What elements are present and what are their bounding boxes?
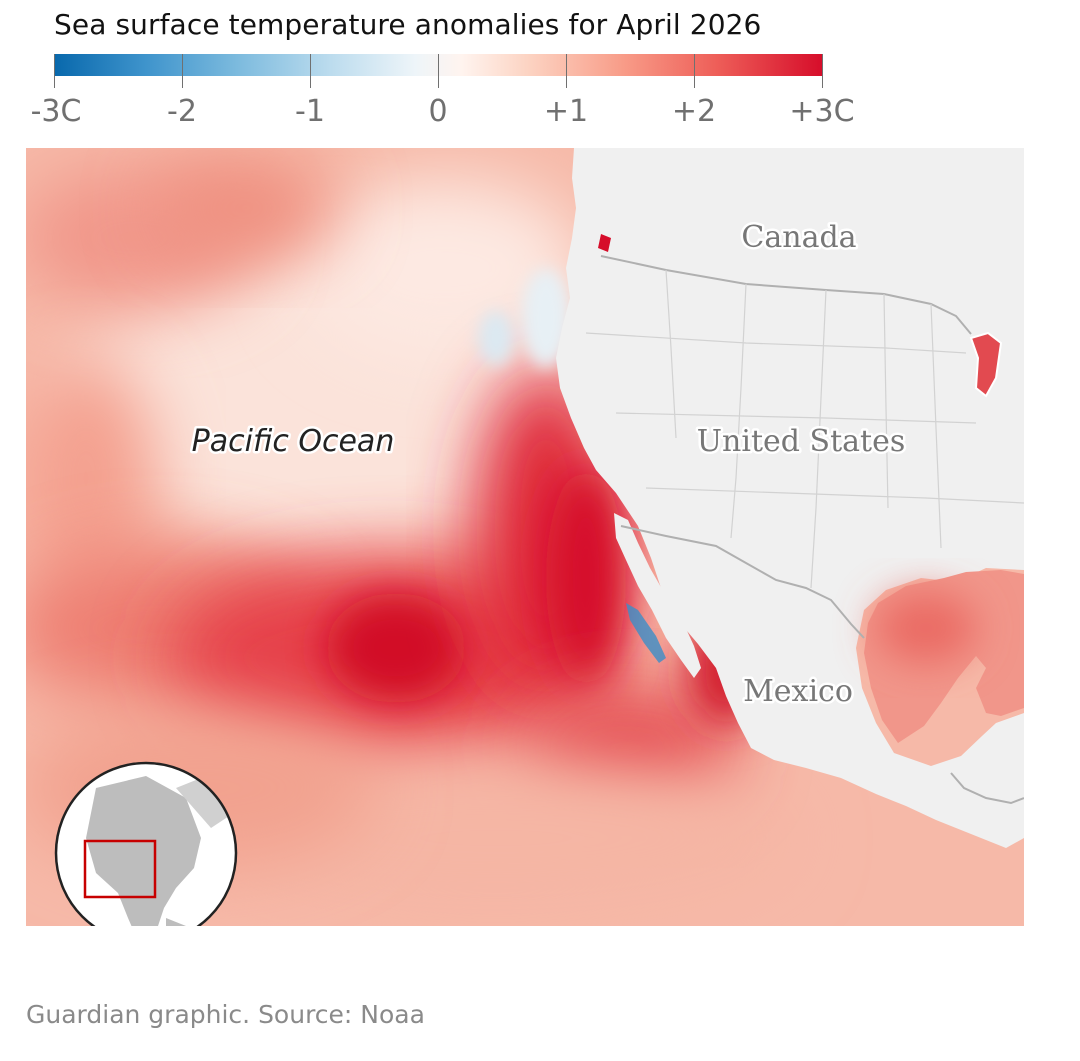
north-america-land [556,148,1024,848]
chart-title: Sea surface temperature anomalies for Ap… [54,8,762,41]
scale-tick [54,54,55,88]
map-svg: Canada United States Mexico Pacific Ocea… [26,148,1024,926]
anomaly-map: Canada United States Mexico Pacific Ocea… [26,148,1024,926]
puget-sound-water [598,234,611,252]
locator-highlight-box [83,839,157,899]
scale-label-minus-3: -3C [30,94,82,129]
scale-label-zero: 0 [428,94,448,129]
source-credit: Guardian graphic. Source: Noaa [26,1000,425,1029]
scale-label-plus-3: +3C [789,94,855,129]
scale-tick [694,54,695,88]
globe-locator-icon [54,761,238,926]
scale-label-minus-2: -2 [167,94,197,129]
scale-tick [566,54,567,88]
anomaly-patches [26,158,796,918]
scale-tick [182,54,183,88]
scale-label-plus-2: +2 [671,94,717,129]
great-lakes-water [969,331,1003,398]
scale-tick [310,54,311,88]
scale-label-minus-1: -1 [295,94,325,129]
label-canada: Canada [741,220,856,255]
country-borders [600,255,1024,805]
label-united-states: United States [697,424,905,459]
scale-tick [822,54,823,88]
state-borders [585,269,1024,589]
color-scale-legend: -3C -2 -1 0 +1 +2 +3C [31,54,855,134]
cool-anomaly-strip [626,603,666,663]
baja-california-land [614,513,701,678]
label-pacific-ocean: Pacific Ocean [192,424,395,459]
scale-tick [438,54,439,88]
scale-label-plus-1: +1 [543,94,589,129]
label-mexico: Mexico [743,674,853,709]
